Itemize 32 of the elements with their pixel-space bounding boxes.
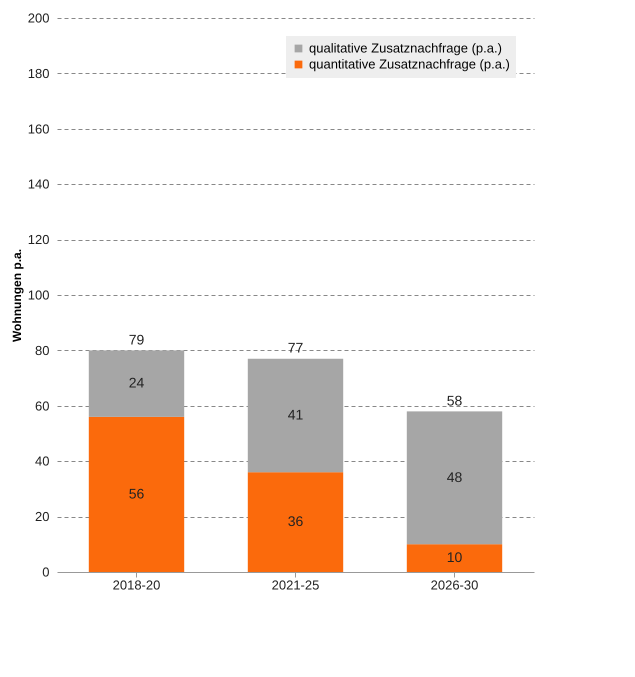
y-tick-label: 160	[28, 121, 50, 136]
bar	[406, 411, 502, 544]
bar	[248, 472, 344, 572]
y-tick-label: 60	[35, 398, 50, 414]
legend-label: qualitative Zusatznachfrage (p.a.)	[309, 40, 502, 56]
y-tick-label: 80	[35, 342, 50, 358]
bar	[88, 350, 184, 417]
legend-label: quantitative Zusatznachfrage (p.a.)	[309, 56, 510, 72]
y-tick-label: 200	[28, 10, 50, 26]
y-tick-label: 0	[42, 564, 50, 580]
y-tick-label: 20	[35, 509, 50, 524]
x-tick-label: 2026-30	[430, 578, 478, 592]
data-label: 48	[446, 468, 462, 485]
y-tick-label: 120	[28, 232, 50, 248]
data-label: 24	[128, 374, 144, 391]
total-label: 77	[288, 340, 304, 356]
total-label: 79	[128, 331, 144, 348]
y-axis-title: Wohnungen p.a.	[10, 248, 24, 342]
x-tick-label: 2021-25	[272, 578, 320, 592]
bar	[88, 416, 184, 572]
y-tick-label: 140	[28, 176, 50, 192]
bar	[406, 544, 502, 572]
x-tick-label: 2018-20	[112, 578, 160, 592]
data-label: 41	[288, 406, 304, 422]
data-label: 36	[288, 513, 304, 530]
bar	[248, 358, 344, 472]
y-tick-label: 40	[35, 454, 50, 469]
y-tick-label: 100	[28, 288, 50, 302]
total-label: 58	[446, 392, 462, 408]
y-tick-label: 180	[28, 66, 50, 81]
data-label: 56	[128, 485, 144, 502]
data-label: 10	[446, 549, 462, 566]
